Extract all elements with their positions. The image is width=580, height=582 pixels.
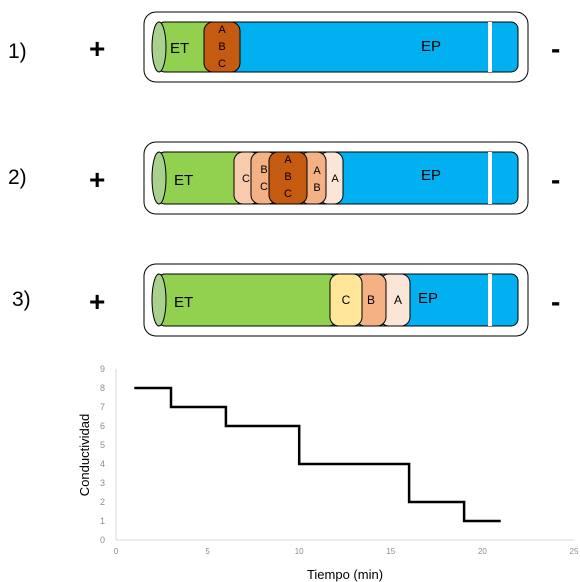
row-3-et-label: ET — [174, 294, 193, 311]
row-2-tube: C B C A B C A B A ET EP — [143, 141, 529, 215]
row-3-zone-c — [329, 273, 363, 327]
x-tick-label: 0 — [114, 547, 119, 556]
y-tick-label: 4 — [100, 459, 105, 469]
row-3-minus-sign: - — [551, 286, 560, 317]
x-tick-label: 10 — [295, 547, 304, 556]
row-1-zone-abc-line-2: B — [218, 41, 225, 53]
x-tick-label: 25 — [570, 547, 579, 556]
row-2-zone-ab-line-1: A — [313, 165, 321, 177]
row-3-tube: C B A ET EP — [143, 263, 529, 337]
row-3-tube-end — [151, 273, 167, 327]
x-tick-labels: 0 5 10 15 20 25 — [114, 547, 579, 556]
row-3-ep-label: EP — [418, 290, 438, 307]
row-1-zone-abc — [203, 21, 241, 73]
y-tick-label: 6 — [100, 421, 105, 431]
row-2-zone-ab-line-2: B — [313, 182, 320, 194]
x-tick-label: 5 — [205, 547, 210, 556]
row-3-tube-marker — [488, 274, 492, 326]
y-tick-label: 0 — [100, 535, 105, 545]
row-1: 1) + A B C ET EP - — [8, 11, 560, 83]
row-2-zone-a-label: A — [331, 173, 339, 185]
row-2-ep-label: EP — [421, 167, 441, 184]
conductivity-chart: 0 1 2 3 4 5 6 7 8 9 0 5 10 15 20 25 Tiempo (min) Condu… — [77, 364, 579, 582]
row-2-zone-abc — [268, 151, 308, 205]
row-1-tube-marker — [488, 22, 492, 72]
row-3: 3) + C B A ET EP - — [12, 263, 560, 337]
row-3-zone-a-label: A — [394, 293, 402, 307]
x-axis-label: Tiempo (min) — [307, 567, 383, 582]
row-1-zone-abc-line-1: A — [218, 24, 226, 36]
row-2: 2) + C B C A B C A B A ET EP - — [8, 141, 560, 215]
row-2-et-label: ET — [174, 172, 193, 189]
y-axis-label: Conductividad — [77, 414, 92, 496]
row-1-minus-sign: - — [551, 33, 560, 64]
y-tick-label: 9 — [100, 364, 105, 374]
row-2-plus-sign: + — [89, 164, 105, 195]
row-3-plus-sign: + — [89, 286, 105, 317]
y-tick-label: 1 — [100, 516, 105, 526]
row-3-zone-b-label: B — [367, 293, 375, 307]
row-2-zone-abc-line-1: A — [284, 154, 292, 166]
row-2-zone-abc-line-3: C — [284, 188, 292, 200]
row-1-et-label: ET — [170, 40, 189, 57]
row-1-number: 1) — [8, 40, 27, 63]
row-2-et-zone — [157, 151, 247, 205]
row-1-plus-sign: + — [89, 33, 105, 64]
y-tick-labels: 0 1 2 3 4 5 6 7 8 9 — [100, 364, 105, 545]
y-tick-label: 7 — [100, 402, 105, 412]
row-1-tube-end — [151, 21, 167, 73]
y-tick-label: 2 — [100, 497, 105, 507]
row-1-zone-abc-line-3: C — [218, 58, 226, 70]
row-3-number: 3) — [12, 288, 31, 311]
row-2-number: 2) — [8, 166, 27, 189]
row-2-zone-abc-line-2: B — [284, 171, 291, 183]
row-3-zone-c-label: C — [342, 293, 351, 307]
y-tick-label: 5 — [100, 440, 105, 450]
y-tick-label: 3 — [100, 478, 105, 488]
x-tick-label: 15 — [386, 547, 395, 556]
row-1-tube: A B C ET EP — [143, 11, 529, 83]
row-2-tube-end — [151, 151, 167, 205]
y-tick-label: 8 — [100, 383, 105, 393]
row-1-ep-label: EP — [421, 38, 441, 55]
x-tick-label: 20 — [478, 547, 487, 556]
row-2-tube-marker — [488, 152, 492, 204]
row-2-minus-sign: - — [551, 164, 560, 195]
row-2-zone-bc-line-2: C — [260, 181, 268, 193]
conductivity-step-line — [134, 386, 501, 523]
row-2-zone-bc-line-1: B — [260, 164, 267, 176]
row-2-zone-c-label: C — [242, 173, 250, 185]
